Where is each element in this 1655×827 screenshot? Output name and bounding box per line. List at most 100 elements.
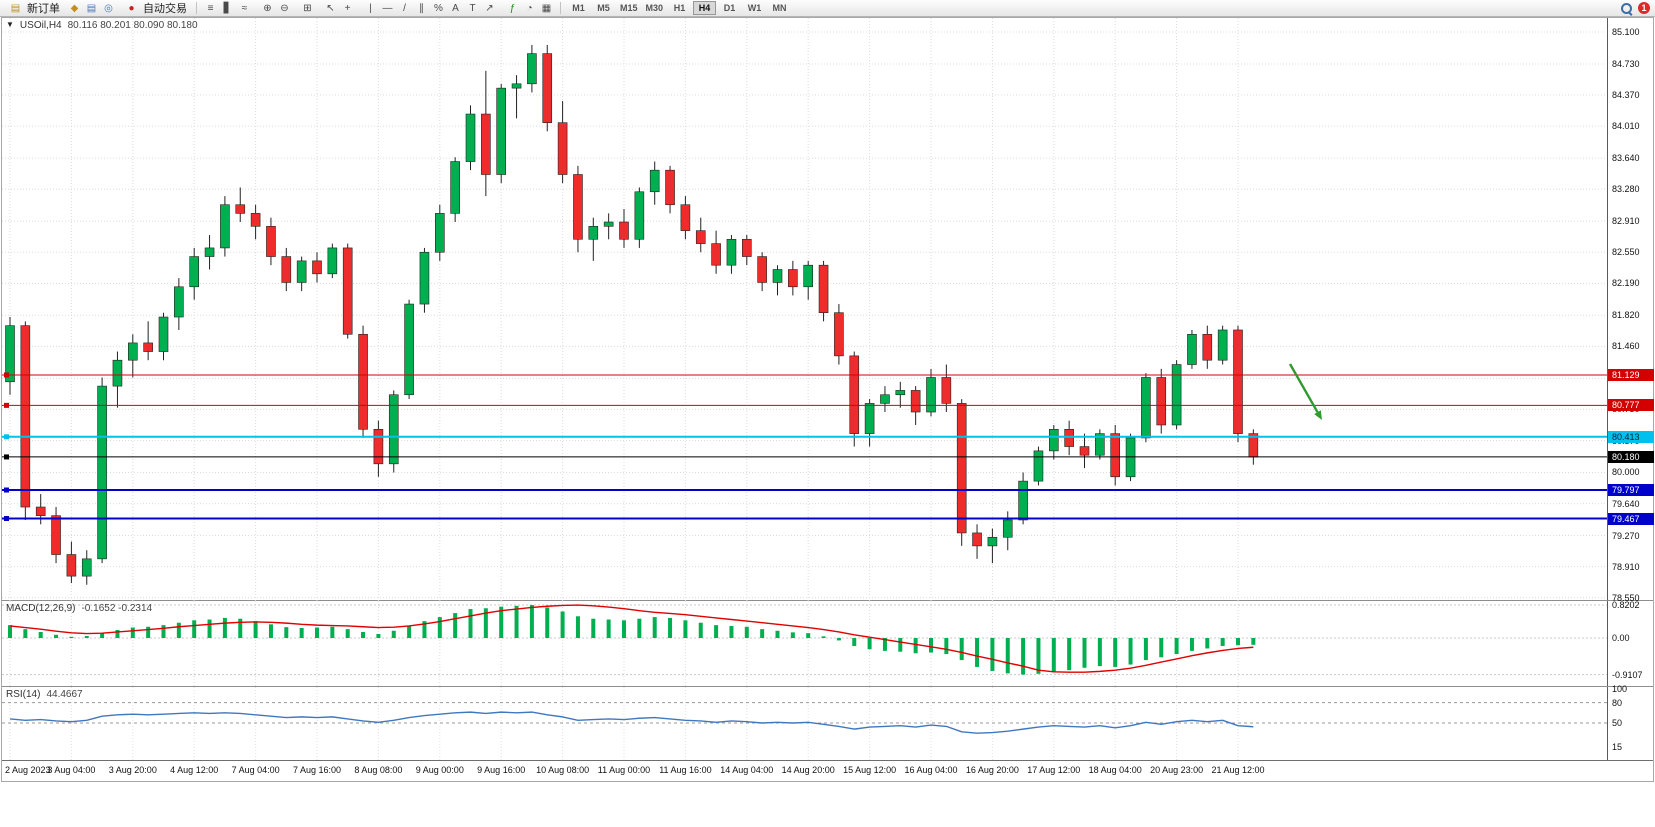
macd-bar xyxy=(100,633,105,638)
time-label: 20 Aug 23:00 xyxy=(1150,765,1204,775)
macd-bar xyxy=(545,607,550,638)
macd-bar xyxy=(130,627,135,638)
alerts-icon[interactable]: ◆ xyxy=(70,2,79,14)
horizontal-line-icon[interactable]: — xyxy=(382,2,393,14)
community-icon[interactable]: ◎ xyxy=(104,2,113,14)
candle-body xyxy=(1018,480,1028,521)
indicators-icon[interactable]: ƒ xyxy=(509,2,516,14)
chart-tools-group: ≡ ▋ ≈ ⊕ ⊖ ⊞ ↖ + | — / ∥% A T ↗ ƒ ◔ ▦ xyxy=(202,1,555,16)
line-handle[interactable] xyxy=(4,516,9,522)
new-order-icon: ▤ xyxy=(10,2,21,14)
arrow-annotation[interactable] xyxy=(1288,363,1322,420)
candle-body xyxy=(97,385,107,560)
zoom-in-icon[interactable]: ⊕ xyxy=(263,2,272,14)
candle-body xyxy=(388,394,399,465)
new-order-button[interactable]: ▤ 新订单 xyxy=(3,1,64,16)
candle-body xyxy=(665,169,675,206)
candlestick-chart-icon[interactable]: ▋ xyxy=(223,2,232,14)
candle-body xyxy=(1095,433,1105,456)
macd-bar xyxy=(698,622,703,638)
timeframe-button-D1[interactable]: D1 xyxy=(718,1,741,15)
rsi-tick: 50 xyxy=(1612,718,1623,728)
templates-icon[interactable]: ▦ xyxy=(541,2,552,14)
macd-bar xyxy=(299,627,304,638)
fibonacci-icon[interactable]: % xyxy=(434,2,443,14)
line-handle[interactable] xyxy=(4,372,9,378)
line-handle[interactable] xyxy=(4,487,9,493)
candle-body xyxy=(327,247,338,275)
macd-bar xyxy=(637,618,642,638)
periods-icon[interactable]: ◔ xyxy=(526,2,533,14)
price-tick: 79.270 xyxy=(1612,530,1640,541)
candle-body xyxy=(143,342,153,352)
search-icon[interactable] xyxy=(1620,2,1633,15)
autotrading-button[interactable]: ● 自动交易 xyxy=(119,1,191,16)
cursor-icon[interactable]: ↖ xyxy=(326,2,335,14)
timeframe-button-M5[interactable]: M5 xyxy=(592,1,615,15)
vertical-line-icon[interactable]: | xyxy=(369,2,372,14)
zoom-out-icon[interactable]: ⊖ xyxy=(280,2,289,14)
candle-body xyxy=(803,264,814,288)
rsi-tick: 100 xyxy=(1612,684,1628,694)
macd-bar xyxy=(422,621,427,638)
macd-bar xyxy=(1205,638,1210,649)
candle-body xyxy=(711,243,721,266)
price-tick: 80.000 xyxy=(1612,467,1640,478)
candle-body xyxy=(680,204,691,231)
macd-panel[interactable]: MACD(12,26,9) -0.1652 -0.2314 0.8202 0.00… xyxy=(2,600,1653,687)
macd-bar xyxy=(1143,638,1148,661)
candle-body xyxy=(1110,433,1120,478)
candle-body xyxy=(972,532,982,547)
macd-bar xyxy=(222,617,227,638)
timeframe-button-H1[interactable]: H1 xyxy=(668,1,691,15)
timeframe-button-H4[interactable]: H4 xyxy=(693,1,717,15)
line-handle[interactable] xyxy=(4,402,9,408)
time-label: 17 Aug 12:00 xyxy=(1027,765,1081,775)
candle-body xyxy=(465,113,476,162)
macd-axis[interactable]: 0.8202 0.00 -0.9107 xyxy=(1607,600,1653,686)
candle-body xyxy=(404,303,414,396)
time-axis[interactable]: 2 Aug 2023 3 Aug 04:00 3 Aug 20:00 4 Aug 12… xyxy=(2,761,1653,781)
time-label: 14 Aug 04:00 xyxy=(720,765,774,775)
rsi-line xyxy=(9,711,1254,734)
rsi-panel[interactable]: RSI(14) 44.4667 100 80 50 15 xyxy=(2,684,1653,761)
time-label: 3 Aug 20:00 xyxy=(108,765,157,775)
candle-body xyxy=(910,390,921,413)
macd-bar xyxy=(146,626,151,638)
label-icon[interactable]: T xyxy=(469,2,476,14)
line-handle[interactable] xyxy=(4,434,9,440)
price-axis[interactable]: 85.100 84.730 84.370 84.010 83.640 83.280 82.9… xyxy=(1607,18,1654,603)
text-icon[interactable]: A xyxy=(452,2,459,14)
trendline-icon[interactable]: / xyxy=(403,2,406,14)
line-chart-icon[interactable]: ≈ xyxy=(241,2,248,14)
time-label: 21 Aug 12:00 xyxy=(1211,765,1265,775)
macd-bar xyxy=(284,627,289,638)
candle-body xyxy=(373,428,384,465)
rsi-axis[interactable]: 100 80 50 15 xyxy=(1607,684,1653,760)
crosshair-icon[interactable]: + xyxy=(344,2,351,14)
tile-windows-icon[interactable]: ⊞ xyxy=(303,2,312,14)
timeframe-button-M1[interactable]: M1 xyxy=(567,1,590,15)
price-tick: 85.100 xyxy=(1612,26,1640,37)
arrows-tool-icon[interactable]: ↗ xyxy=(485,2,494,14)
channel-icon[interactable]: ∥ xyxy=(419,2,424,14)
collapse-icon[interactable]: ▼ xyxy=(6,20,14,29)
bar-chart-icon[interactable]: ≡ xyxy=(207,2,214,14)
candle-body xyxy=(450,161,460,214)
timeframe-button-MN[interactable]: MN xyxy=(768,1,791,15)
candle-body xyxy=(66,554,77,577)
candle-body xyxy=(1079,446,1090,456)
line-handle[interactable] xyxy=(4,454,9,460)
macd-bar xyxy=(23,629,28,638)
price-badge-80.777: 80.777 xyxy=(1608,399,1654,412)
chart-windows-icon[interactable]: ▤ xyxy=(86,2,97,14)
timeframe-button-M15[interactable]: M15 xyxy=(617,1,641,15)
notification-badge[interactable]: 1 xyxy=(1638,2,1650,14)
timeframe-button-M30[interactable]: M30 xyxy=(643,1,667,15)
price-badge-80.413: 80.413 xyxy=(1608,430,1654,443)
timeframe-button-W1[interactable]: W1 xyxy=(743,1,766,15)
main-chart-panel[interactable]: ▼ USOil,H4 80.116 80.201 80.090 80.180 8… xyxy=(2,18,1654,603)
macd-bar xyxy=(1082,638,1087,668)
time-label: 16 Aug 20:00 xyxy=(965,765,1019,775)
horizontal-lines-layer xyxy=(2,372,1607,522)
